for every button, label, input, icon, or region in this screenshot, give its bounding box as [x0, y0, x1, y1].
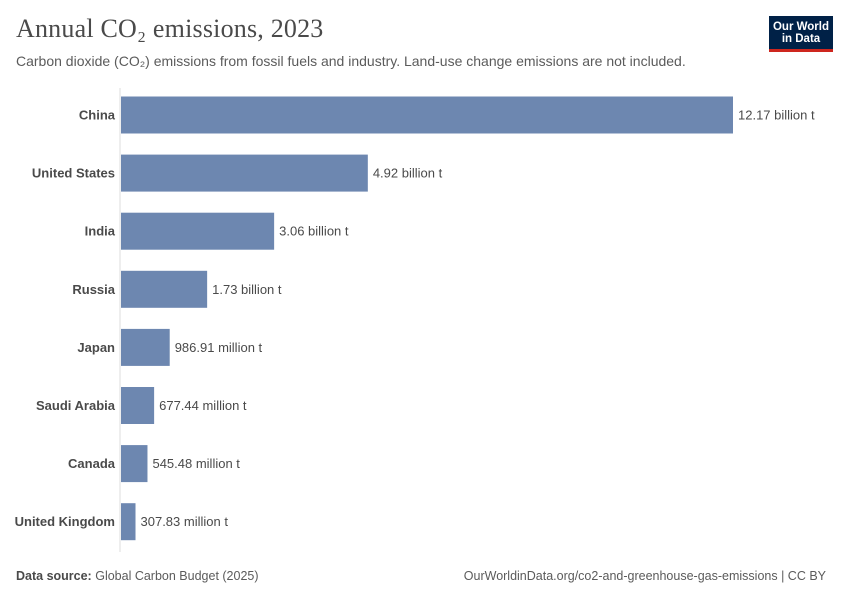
- category-label: China: [79, 108, 116, 123]
- category-label: United Kingdom: [15, 514, 115, 529]
- bar[interactable]: [121, 96, 733, 134]
- category-label: India: [85, 224, 116, 239]
- value-label: 677.44 million t: [159, 398, 247, 413]
- logo-line-1: Our World: [772, 21, 829, 33]
- value-label: 3.06 billion t: [279, 224, 349, 239]
- chart-title: Annual CO₂ emissions, 2023: [16, 14, 324, 43]
- value-label: 4.92 billion t: [373, 166, 443, 181]
- bar[interactable]: [121, 328, 170, 366]
- bar[interactable]: [121, 503, 136, 541]
- bar[interactable]: [121, 212, 275, 250]
- category-label: Japan: [77, 340, 115, 355]
- source-url[interactable]: OurWorldinData.org/co2-and-greenhouse-ga…: [463, 569, 826, 583]
- logo-line-2: in Data: [781, 33, 821, 45]
- category-label: Russia: [72, 282, 115, 297]
- chart-subtitle: Carbon dioxide (CO₂) emissions from foss…: [16, 53, 686, 69]
- bar[interactable]: [121, 387, 155, 424]
- category-label: Saudi Arabia: [36, 398, 116, 413]
- bar[interactable]: [121, 270, 208, 308]
- value-label: 12.17 billion t: [738, 108, 815, 123]
- bar[interactable]: [121, 154, 368, 192]
- data-source-label: Data source:: [16, 569, 92, 583]
- data-source-value[interactable]: Global Carbon Budget (2025): [95, 569, 259, 583]
- value-label: 545.48 million t: [152, 456, 240, 471]
- bar[interactable]: [121, 445, 148, 483]
- owid-logo[interactable]: Our World in Data: [769, 16, 833, 52]
- data-source: Data source: Global Carbon Budget (2025): [16, 569, 259, 583]
- category-label: Canada: [68, 456, 116, 471]
- value-label: 307.83 million t: [141, 514, 229, 529]
- category-label: United States: [32, 166, 115, 181]
- value-label: 1.73 billion t: [212, 282, 282, 297]
- value-label: 986.91 million t: [175, 340, 263, 355]
